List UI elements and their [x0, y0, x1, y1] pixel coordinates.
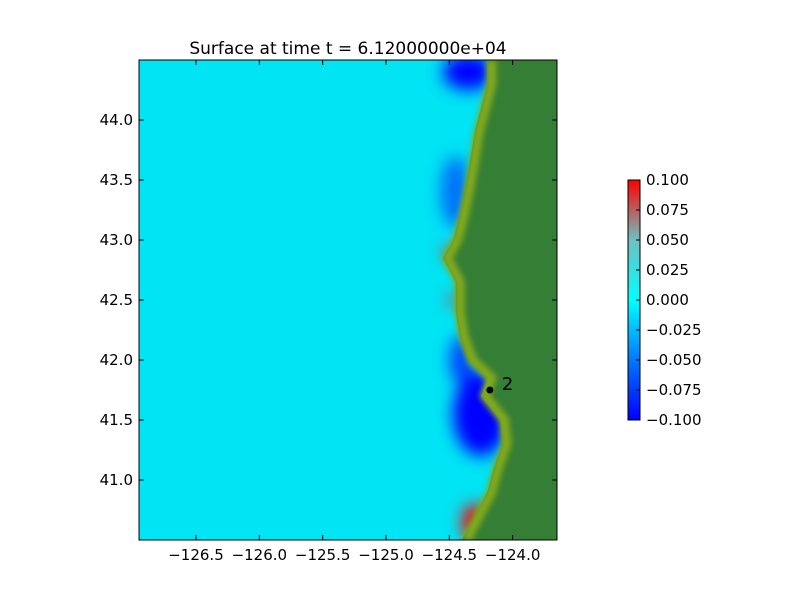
colorbar-tick-label: 0.075 [646, 201, 689, 219]
gauge-marker [486, 386, 494, 394]
x-tick-label: −125.0 [358, 546, 414, 564]
colorbar-tick-label: −0.100 [646, 411, 702, 429]
colorbar-tick-label: 0.000 [646, 291, 689, 309]
y-tick-label: 43.0 [100, 231, 133, 249]
y-tick-label: 42.5 [100, 291, 133, 309]
x-tick-label: −126.0 [232, 546, 288, 564]
y-tick-label: 42.0 [100, 351, 133, 369]
x-tick-label: −124.0 [485, 546, 541, 564]
colorbar-tick-label: −0.075 [646, 381, 702, 399]
gauge-label: 2 [502, 374, 513, 395]
x-tick-label: −126.5 [168, 546, 224, 564]
y-tick-label: 44.0 [100, 111, 133, 129]
colorbar-tick-label: −0.050 [646, 351, 702, 369]
y-tick-label: 41.0 [100, 471, 133, 489]
y-tick-label: 43.5 [100, 171, 133, 189]
colorbar-tick-label: 0.100 [646, 171, 689, 189]
anomaly-blob-2 [443, 60, 494, 90]
x-tick-label: −125.5 [295, 546, 351, 564]
chart-title: Surface at time t = 6.12000000e+04 [189, 39, 506, 59]
colorbar-tick-label: 0.050 [646, 231, 689, 249]
colorbar-tick-label: −0.025 [646, 321, 702, 339]
y-tick-label: 41.5 [100, 411, 133, 429]
colorbar-tick-label: 0.025 [646, 261, 689, 279]
coastal-shelf [441, 60, 512, 540]
x-tick-label: −124.5 [422, 546, 478, 564]
plot-area [139, 60, 557, 540]
